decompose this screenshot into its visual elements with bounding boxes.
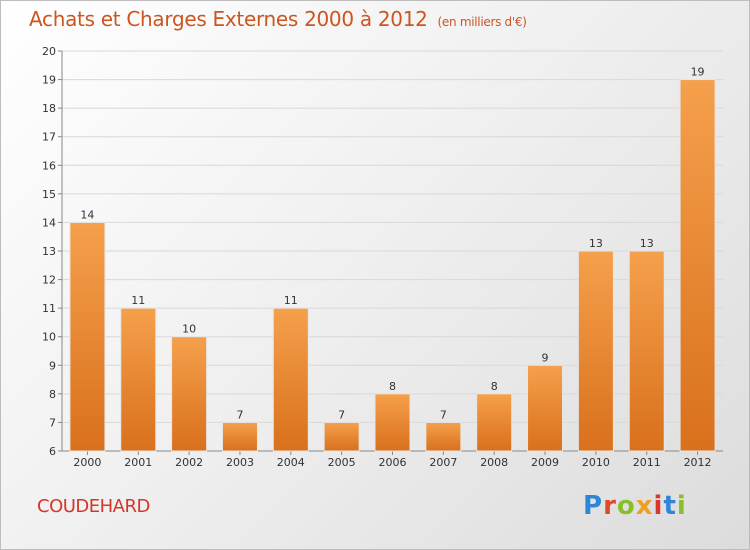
bar-value-label: 8 (491, 380, 498, 393)
y-tick-label: 9 (49, 359, 56, 372)
logo-letter: P (583, 491, 604, 521)
bar-value-label: 11 (131, 294, 145, 307)
x-tick-label: 2001 (124, 456, 152, 469)
bar-value-label: 7 (440, 408, 447, 421)
bars (69, 79, 716, 452)
bar-value-label: 7 (338, 408, 345, 421)
bar (272, 307, 309, 452)
y-tick-label: 19 (42, 74, 56, 87)
y-tick-label: 11 (42, 302, 56, 315)
x-tick-label: 2009 (531, 456, 559, 469)
bar (171, 336, 208, 452)
y-tick-label: 12 (42, 274, 56, 287)
logo-letter: i (653, 491, 664, 521)
y-tick-label: 20 (42, 45, 56, 58)
x-tick-label: 2011 (633, 456, 661, 469)
bar-value-label: 19 (691, 66, 705, 79)
x-tick-label: 2005 (328, 456, 356, 469)
y-tick-label: 13 (42, 245, 56, 258)
logo-letter: x (635, 491, 654, 521)
bar-value-label: 14 (80, 208, 94, 221)
chart-title: Achats et Charges Externes 2000 à 2012 (e… (29, 7, 527, 31)
x-tick-label: 2004 (277, 456, 305, 469)
bar-value-label: 10 (182, 323, 196, 336)
chart-unit: (en milliers d'€) (437, 15, 527, 29)
bar (221, 421, 258, 452)
bar-value-label: 13 (640, 237, 654, 250)
bar-value-label: 7 (236, 408, 243, 421)
bar (527, 364, 564, 452)
bar (577, 250, 614, 452)
bar (679, 79, 716, 452)
bar (628, 250, 665, 452)
x-tick-label: 2000 (73, 456, 101, 469)
bar (476, 393, 513, 452)
logo-letter: i (676, 491, 687, 521)
grid-lines (62, 50, 723, 423)
x-tick-label: 2008 (480, 456, 508, 469)
bar-value-label: 11 (284, 294, 298, 307)
x-tick-label: 2007 (429, 456, 457, 469)
chart-title-text: Achats et Charges Externes 2000 à 2012 (29, 7, 428, 31)
y-tick-label: 17 (42, 131, 56, 144)
commune-name: COUDEHARD (37, 496, 150, 517)
logo-letter: r (603, 491, 617, 521)
y-tick-label: 8 (49, 388, 56, 401)
y-tick-label: 14 (42, 216, 56, 229)
y-tick-label: 7 (49, 416, 56, 429)
logo-letter: t (663, 491, 677, 521)
bar (374, 393, 411, 452)
y-tick-label: 6 (49, 445, 56, 458)
y-tick-label: 18 (42, 102, 56, 115)
bar (120, 307, 157, 452)
bar (323, 421, 360, 452)
x-tick-label: 2002 (175, 456, 203, 469)
y-tick-label: 10 (42, 331, 56, 344)
bar-value-label: 13 (589, 237, 603, 250)
labels: 6 7 8 9 10 11 12 13 14 15 16 17 18 19 20 14 2000 11 2001 10… (42, 45, 712, 469)
bar (425, 421, 462, 452)
x-tick-label: 2006 (379, 456, 407, 469)
x-tick-label: 2012 (684, 456, 712, 469)
x-tick-label: 2003 (226, 456, 254, 469)
y-tick-label: 16 (42, 159, 56, 172)
x-tick-label: 2010 (582, 456, 610, 469)
bar-value-label: 9 (542, 351, 549, 364)
logo-letter: o (616, 491, 636, 521)
proxiti-logo: Proxiti (583, 491, 687, 521)
bar (69, 221, 106, 452)
bar-value-label: 8 (389, 380, 396, 393)
y-tick-label: 15 (42, 188, 56, 201)
